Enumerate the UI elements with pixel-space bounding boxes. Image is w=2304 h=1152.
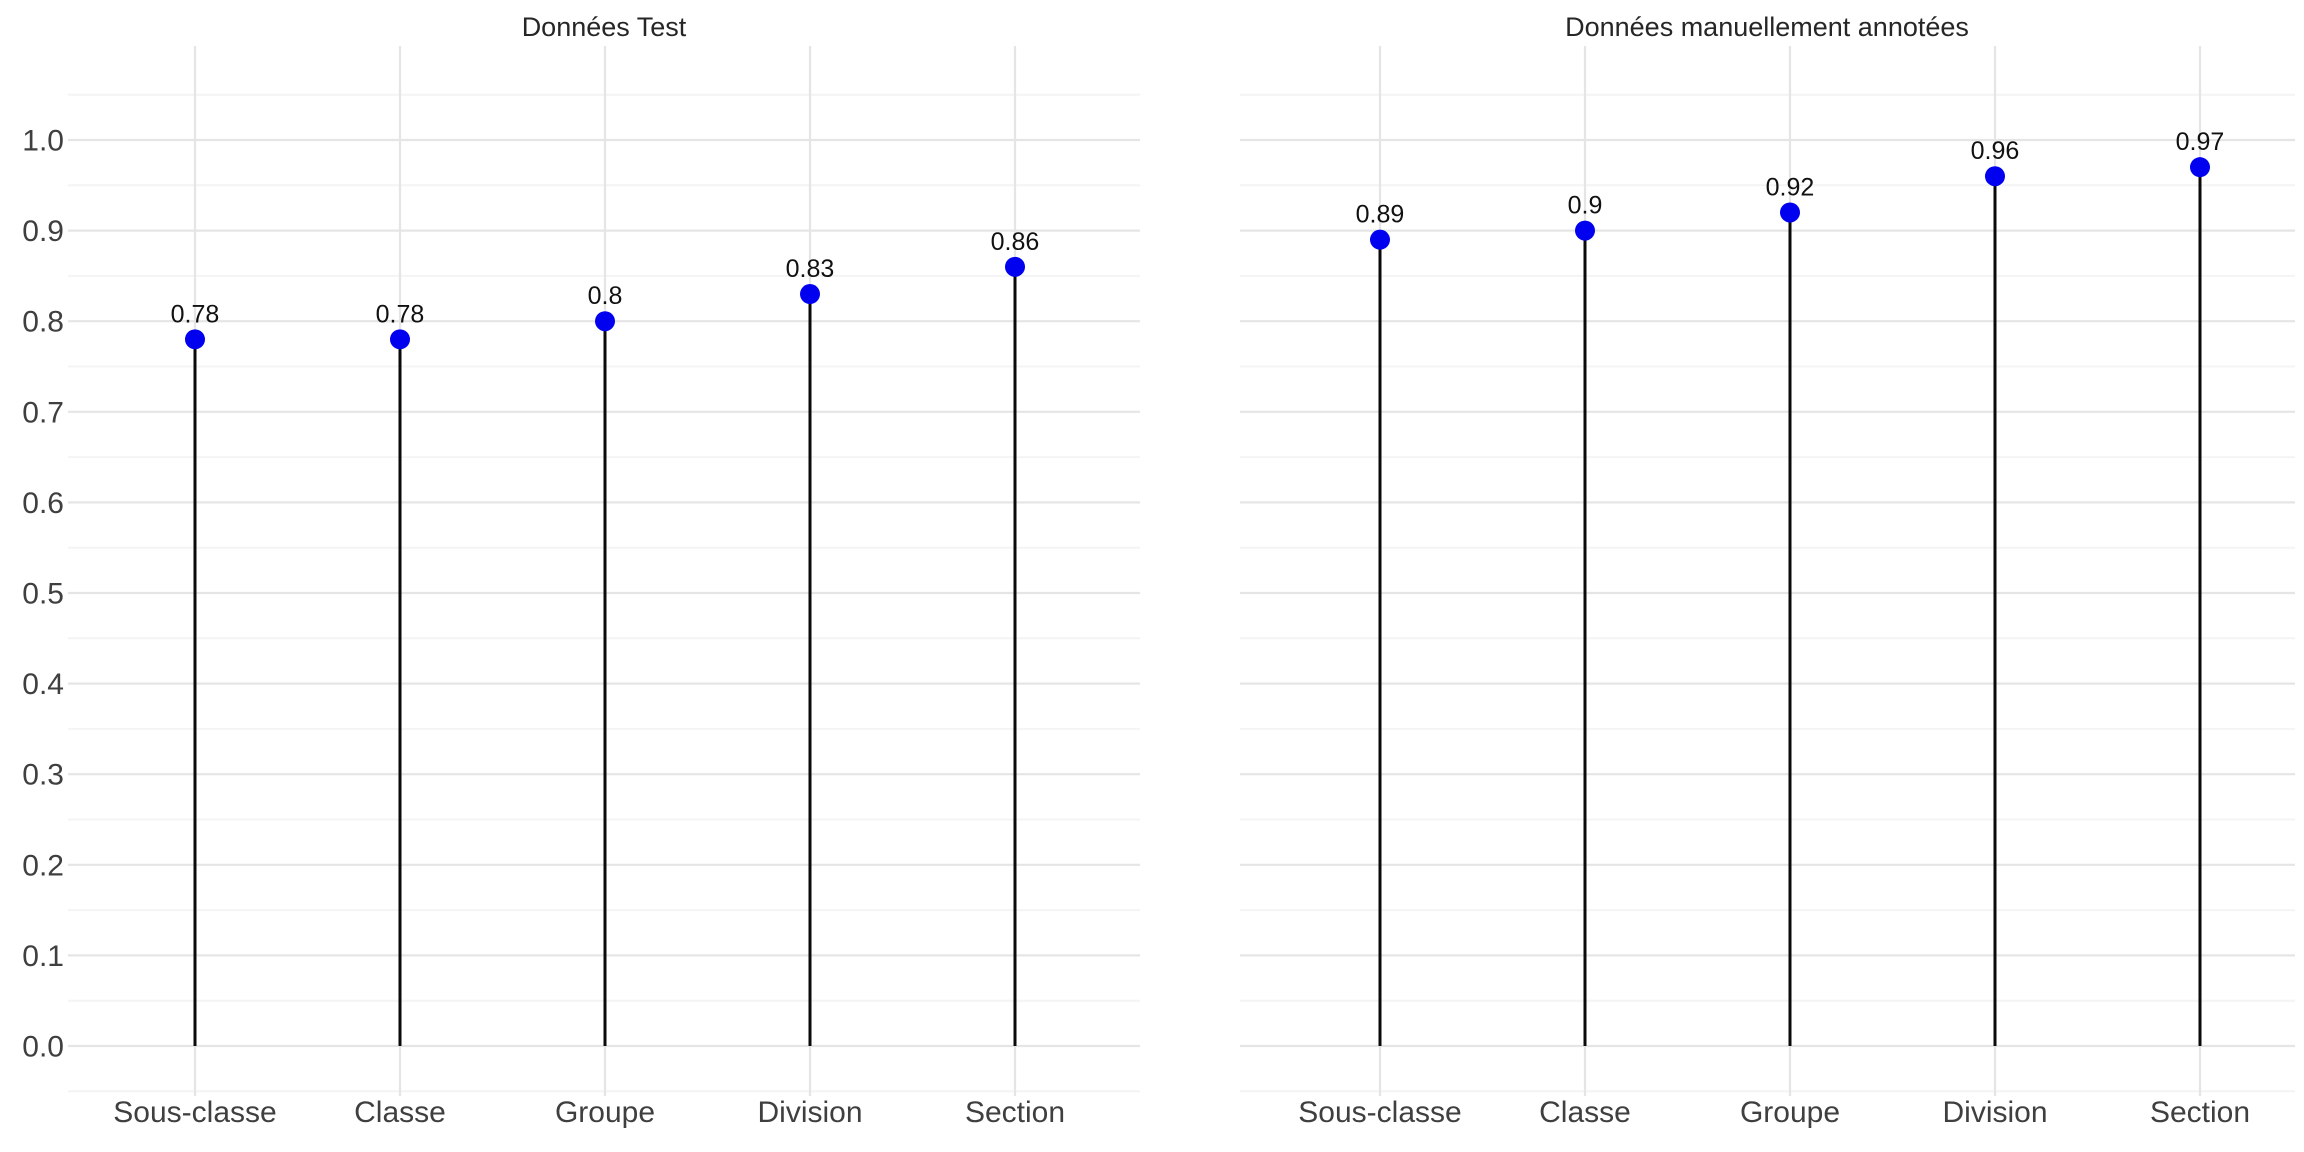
y-tick-label: 0.9: [22, 215, 64, 248]
data-point-label: 0.83: [786, 255, 835, 283]
y-tick-label: 0.4: [22, 668, 64, 701]
data-point-marker: [1985, 166, 2005, 187]
x-tick-label: Section: [2150, 1096, 2250, 1129]
data-point-marker: [1370, 229, 1390, 250]
y-tick-label: 0.5: [22, 578, 64, 611]
data-point-marker: [390, 329, 410, 350]
data-point-marker: [595, 311, 615, 332]
data-point-marker: [800, 284, 820, 305]
x-tick-label: Classe: [354, 1096, 446, 1129]
y-tick-label: 0.6: [22, 487, 64, 520]
data-point-label: 0.96: [1971, 137, 2020, 165]
x-tick-label: Sous-classe: [113, 1096, 276, 1129]
data-point-label: 0.89: [1356, 201, 1405, 229]
x-tick-label: Division: [757, 1096, 862, 1129]
x-tick-label: Section: [965, 1096, 1065, 1129]
data-point-marker: [1780, 202, 1800, 223]
chart-donnees-annotees: 0.89 0.9 0.92 0.96 0.97 Sous-classe Classe Grou…: [1240, 46, 2295, 1129]
chart-title: Données manuellement annotées: [1565, 12, 1969, 42]
data-point-label: 0.86: [991, 228, 1040, 256]
y-tick-label: 0.7: [22, 396, 64, 429]
x-tick-label: Groupe: [555, 1096, 655, 1129]
y-tick-label: 1.0: [22, 125, 64, 158]
data-point-marker: [2190, 157, 2210, 178]
data-point-label: 0.97: [2176, 128, 2225, 156]
x-tick-label: Classe: [1539, 1096, 1631, 1129]
data-point-label: 0.9: [1568, 192, 1603, 220]
chart-donnees-test: 0.78 0.78 0.8 0.83 0.86 0.0 0.1 0.2 0.3 0.4 0.5 0.6…: [22, 46, 1140, 1129]
x-tick-label: Sous-classe: [1298, 1096, 1461, 1129]
x-tick-label: Division: [1942, 1096, 2047, 1129]
y-tick-label: 0.8: [22, 306, 64, 339]
y-tick-label: 0.2: [22, 849, 64, 882]
y-tick-label: 0.0: [22, 1031, 64, 1064]
data-point-label: 0.78: [376, 300, 425, 328]
y-tick-label: 0.1: [22, 940, 64, 973]
data-point-label: 0.78: [171, 300, 220, 328]
chart-title: Données Test: [522, 12, 687, 42]
data-point-marker: [185, 329, 205, 350]
data-point-label: 0.92: [1766, 173, 1815, 201]
data-point-marker: [1575, 220, 1595, 241]
y-tick-label: 0.3: [22, 759, 64, 792]
data-point-marker: [1005, 256, 1025, 277]
x-tick-label: Groupe: [1740, 1096, 1840, 1129]
data-point-label: 0.8: [588, 282, 623, 310]
